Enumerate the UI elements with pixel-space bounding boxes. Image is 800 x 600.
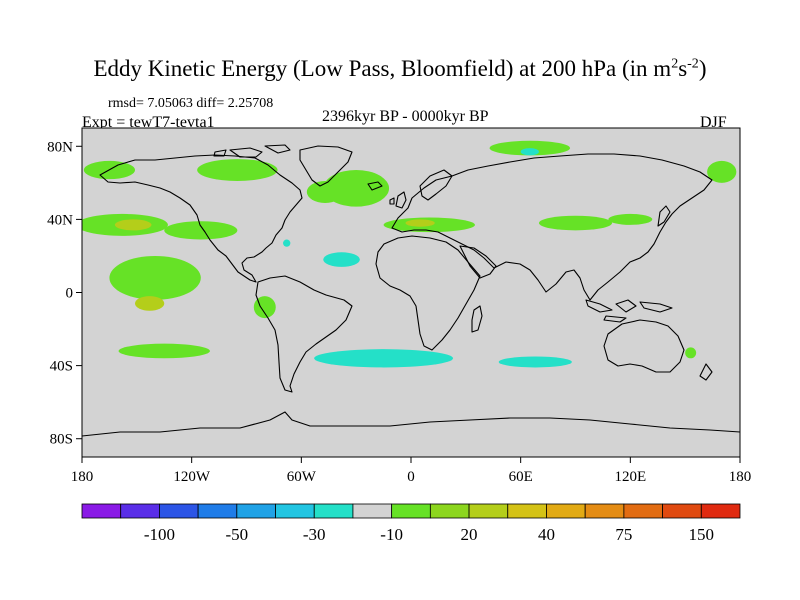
colorbar-swatch — [546, 503, 586, 519]
region-north-pacific-core — [114, 219, 152, 231]
stats-label: rmsd= 7.05063 diff= 2.25708 — [108, 96, 274, 111]
region-east-siberia — [707, 160, 737, 183]
coast-maritime-continent — [585, 299, 673, 323]
colorbar-swatch — [662, 503, 702, 519]
contour-regions — [82, 140, 737, 368]
x-tick-label: 180 — [71, 469, 94, 485]
coast-arctic-islands — [213, 144, 291, 158]
title-end: ) — [698, 56, 707, 81]
region-arctic-canada — [197, 159, 278, 182]
colorbar-swatch — [352, 503, 393, 519]
coast-australia — [603, 319, 685, 373]
colorbar-label: -30 — [303, 525, 326, 544]
coast-south-america — [255, 275, 353, 393]
region-mediterranean-core — [405, 219, 435, 227]
y-tick-label: 80S — [50, 432, 73, 448]
region-tropical-east-pacific — [109, 255, 201, 300]
x-tick-label: 120W — [173, 469, 211, 485]
x-tick-label: 180 — [729, 469, 752, 485]
colorbar-swatch — [429, 503, 470, 519]
region-greenland-east — [306, 181, 344, 203]
colorbar-swatch — [236, 503, 276, 519]
coast-greenland — [299, 145, 353, 187]
y-tick-label: 40S — [50, 359, 73, 375]
colorbar-swatch — [120, 503, 160, 519]
colorbar-label: 75 — [615, 525, 632, 544]
region-south-indian — [498, 356, 572, 368]
coastlines — [82, 144, 740, 437]
season-label: DJF — [700, 114, 727, 131]
colorbar: -100 -50 -30 -10 20 40 75 150 — [81, 503, 741, 544]
y-tick-label: 80N — [47, 139, 73, 155]
x-tick-label: 120E — [614, 469, 646, 485]
colorbar-swatch — [623, 503, 663, 519]
coast-new-zealand — [699, 363, 713, 381]
y-tick-label: 40N — [47, 212, 73, 228]
region-australia-east — [685, 347, 697, 359]
colorbar-swatch — [275, 503, 315, 519]
colorbar-swatch — [507, 503, 547, 519]
region-north-pacific-east — [164, 221, 238, 240]
title-mid: s — [678, 56, 688, 81]
title-main: Eddy Kinetic Energy (Low Pass, Bloomfiel… — [93, 56, 672, 81]
region-south-pacific — [118, 343, 210, 359]
region-south-atlantic — [314, 349, 454, 368]
coast-japan — [657, 205, 671, 227]
coast-iceland — [367, 181, 383, 191]
colorbar-label: 20 — [461, 525, 478, 544]
coast-africa — [375, 235, 481, 351]
colorbar-swatch — [468, 503, 509, 519]
axes: 180 120W 60W 0 60E 120E 180 80N 40N 0 40S 80S — [47, 139, 751, 485]
title-superscript-1: 2 — [671, 56, 679, 72]
region-arctic-kara — [520, 148, 539, 156]
colorbar-label: -10 — [380, 525, 403, 544]
colorbar-swatch — [159, 503, 199, 519]
region-caribbean — [283, 239, 291, 247]
colorbar-label: -50 — [225, 525, 248, 544]
colorbar-swatch — [584, 503, 625, 519]
chart-title: Eddy Kinetic Energy (Low Pass, Bloomfiel… — [0, 56, 800, 82]
colorbar-swatch — [197, 503, 238, 519]
colorbar-swatch — [313, 503, 354, 519]
coast-madagascar — [471, 305, 483, 333]
period-label: 2396kyr BP - 0000kyr BP — [322, 108, 489, 125]
y-tick-label: 0 — [66, 286, 74, 302]
region-east-asia-jet — [608, 213, 653, 225]
colorbar-swatch — [700, 503, 741, 519]
region-tropical-pacific-core — [135, 296, 165, 311]
region-andes-west — [253, 296, 276, 319]
coast-arabia — [459, 245, 497, 279]
plot-background — [82, 128, 740, 457]
coast-antarctica — [82, 411, 740, 437]
region-asia-subtropical — [538, 215, 613, 231]
x-tick-label: 0 — [407, 469, 415, 485]
x-tick-label: 60W — [287, 469, 317, 485]
coast-eurasia — [391, 153, 713, 301]
colorbar-swatch — [391, 503, 431, 519]
title-superscript-2: -2 — [687, 56, 699, 72]
colorbar-swatch — [81, 503, 122, 519]
coast-scandinavia — [419, 169, 453, 201]
x-tick-label: 60E — [509, 469, 533, 485]
coast-british-isles — [389, 191, 407, 209]
colorbar-label: 150 — [689, 525, 715, 544]
colorbar-label: 40 — [538, 525, 555, 544]
colorbar-label: -100 — [144, 525, 175, 544]
experiment-label: Expt = tewT7-tevta1 — [82, 114, 215, 131]
region-atlantic-subtropical — [323, 252, 360, 267]
